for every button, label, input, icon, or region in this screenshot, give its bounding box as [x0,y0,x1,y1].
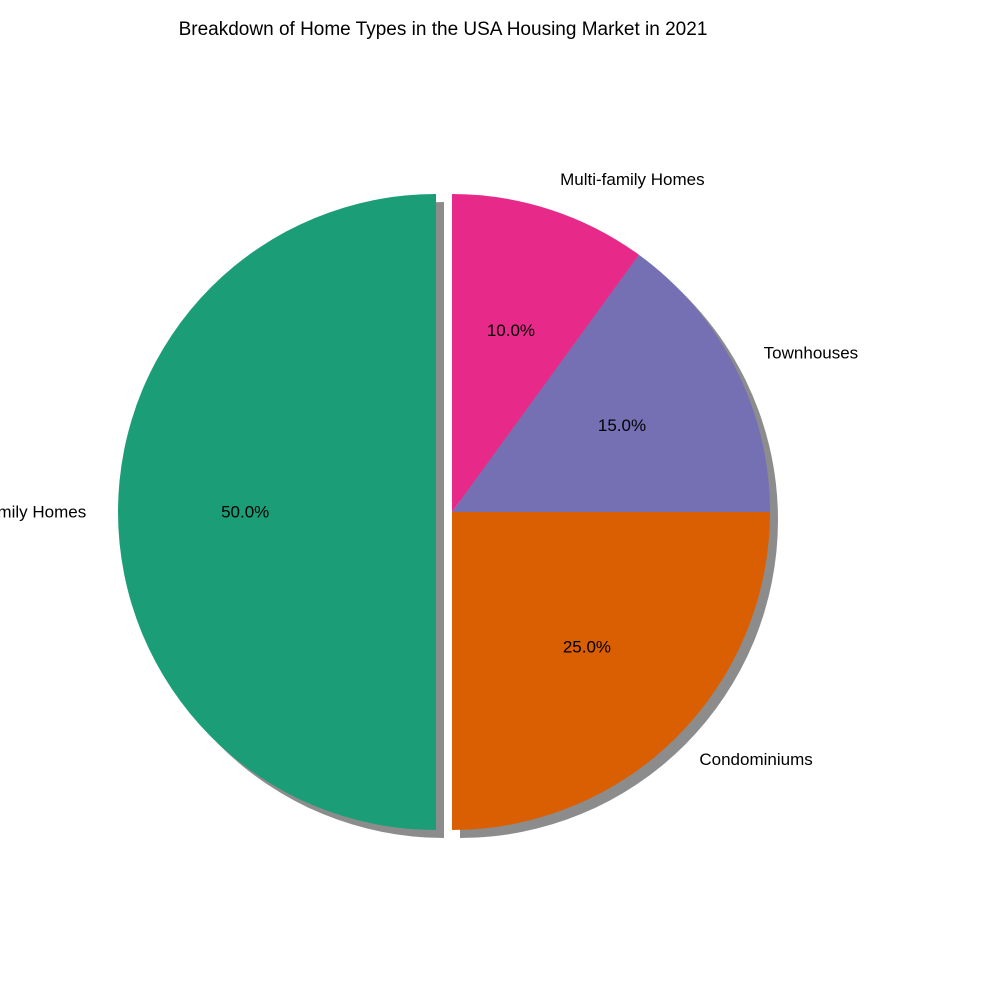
label-condominiums: Condominiums [699,750,812,769]
slice-condominiums [452,512,770,830]
pct-label-single-family-homes: 50.0% [221,503,269,522]
label-single-family-homes: Single-family Homes [0,503,86,522]
pct-label-multi-family-homes: 10.0% [487,321,535,340]
slice-multi-family-homes [452,194,639,512]
pct-label-condominiums: 25.0% [563,637,611,656]
chart-title: Breakdown of Home Types in the USA Housi… [179,19,708,40]
slices [118,194,770,830]
pct-label-townhouses: 15.0% [598,416,646,435]
slice-townhouses [452,254,770,512]
label-townhouses: Townhouses [764,344,859,363]
slice-labels: Single-family Homes 50.0% Condominiums 25.0… [0,170,858,769]
slice-single-family-homes [118,194,436,830]
label-multi-family-homes: Multi-family Homes [560,170,705,189]
